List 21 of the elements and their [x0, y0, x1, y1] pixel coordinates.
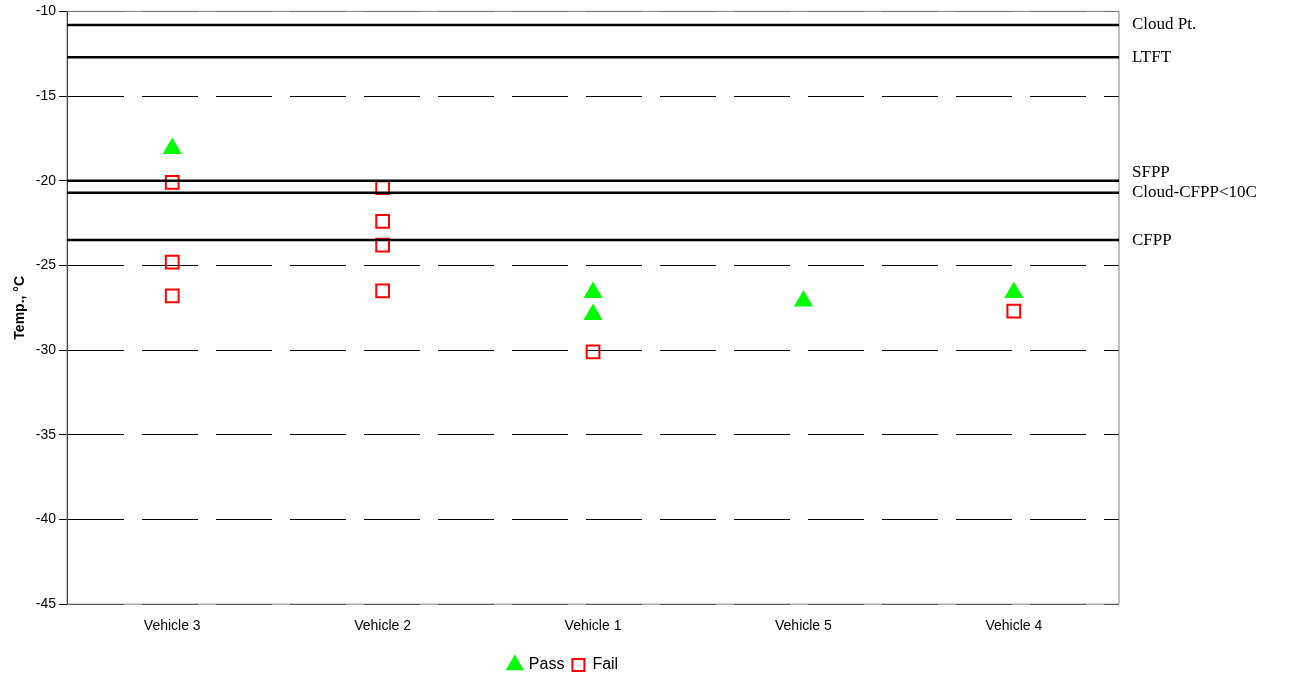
ref-line-label: SFPP: [1132, 162, 1170, 182]
legend-label: Pass: [528, 655, 565, 673]
x-tick-label: Vehicle 2: [354, 617, 412, 634]
y-tick-label: -15: [35, 86, 57, 103]
ref-line-label: LTFT: [1132, 46, 1172, 66]
y-tick-label: -20: [35, 171, 57, 188]
ref-line-label: Cloud-CFPP<10C: [1132, 182, 1257, 202]
y-tick-label: -35: [35, 425, 57, 442]
y-tick-label: -10: [35, 2, 57, 19]
legend-label: Fail: [592, 655, 619, 673]
y-tick-label: -30: [35, 341, 57, 357]
ref-line-label: Cloud Pt.: [1132, 14, 1197, 34]
y-tick-label: -45: [35, 595, 57, 612]
ref-line-label: CFPP: [1132, 229, 1172, 249]
y-tick-label: -40: [35, 510, 57, 527]
x-tick-label: Vehicle 5: [775, 617, 833, 634]
x-tick-label: Vehicle 4: [985, 617, 1043, 634]
y-tick-label: -25: [35, 256, 57, 273]
x-tick-label: Vehicle 3: [143, 617, 201, 634]
x-tick-label: Vehicle 1: [564, 617, 622, 634]
y-axis-title: Temp., °C: [11, 275, 28, 340]
